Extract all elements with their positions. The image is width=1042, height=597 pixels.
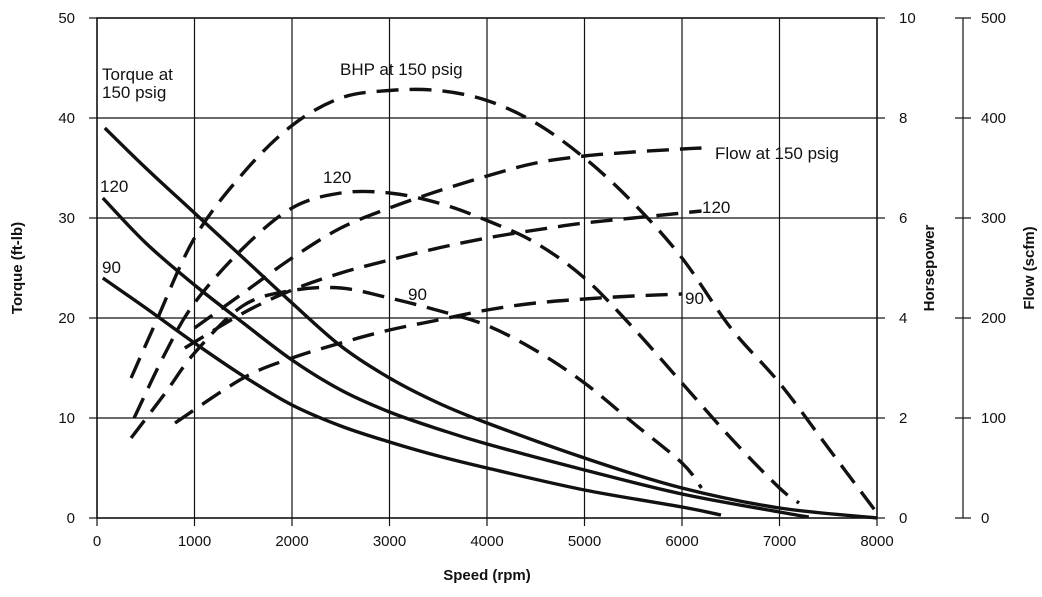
annotation-label: 120 bbox=[702, 198, 730, 217]
y-left-axis-title: Torque (ft-lb) bbox=[9, 222, 26, 314]
y-hp-tick-label: 8 bbox=[899, 110, 907, 127]
y-flow-tick-label: 300 bbox=[981, 210, 1006, 227]
horsepower-curve-3 bbox=[129, 87, 879, 515]
x-axis-title: Speed (rpm) bbox=[443, 567, 531, 584]
x-tick-label: 8000 bbox=[860, 533, 893, 550]
y-hp-tick-label: 2 bbox=[899, 410, 907, 427]
flow-curve-6 bbox=[193, 146, 702, 330]
annotation-label: BHP at 150 psig bbox=[340, 60, 463, 79]
y-left-tick-label: 20 bbox=[58, 310, 75, 327]
torque-curve-1 bbox=[101, 196, 810, 519]
y-hp-tick-label: 0 bbox=[899, 510, 907, 527]
y-flow-tick-label: 100 bbox=[981, 410, 1006, 427]
flow-curve-7 bbox=[183, 209, 702, 350]
horsepower-curve-4 bbox=[132, 189, 801, 505]
x-tick-label: 6000 bbox=[665, 533, 698, 550]
x-tick-label: 1000 bbox=[178, 533, 211, 550]
y-flow-tick-label: 500 bbox=[981, 10, 1006, 27]
y-left-tick-label: 0 bbox=[67, 510, 75, 527]
y-left-tick-label: 10 bbox=[58, 410, 75, 427]
y-flow-tick-label: 200 bbox=[981, 310, 1006, 327]
y-left-tick-label: 30 bbox=[58, 210, 75, 227]
x-tick-label: 4000 bbox=[470, 533, 503, 550]
horsepower-curve-5 bbox=[129, 285, 703, 490]
annotation-label: 120 bbox=[323, 168, 351, 187]
grid-lines bbox=[97, 18, 877, 518]
x-tick-label: 7000 bbox=[763, 533, 796, 550]
x-tick-label: 2000 bbox=[275, 533, 308, 550]
y-hp-tick-label: 6 bbox=[899, 210, 907, 227]
axes: 0 1000 2000 3000 4000 5000 6000 7000 80000102030… bbox=[58, 10, 1006, 550]
y-flow-tick-label: 400 bbox=[981, 110, 1006, 127]
annotation-label: 90 bbox=[685, 289, 704, 308]
y-hp-tick-label: 4 bbox=[899, 310, 907, 327]
annotation-label: Torque at bbox=[102, 65, 173, 84]
x-tick-label: 3000 bbox=[373, 533, 406, 550]
y-hp-tick-label: 10 bbox=[899, 10, 916, 27]
y-flow-tick-label: 0 bbox=[981, 510, 989, 527]
flow-curve-8 bbox=[174, 292, 683, 425]
annotation-label: 90 bbox=[102, 258, 121, 277]
annotation-label: 90 bbox=[408, 285, 427, 304]
annotation-label: Flow at 150 psig bbox=[715, 144, 839, 163]
curves bbox=[101, 87, 879, 520]
annotation-label: 150 psig bbox=[102, 83, 166, 102]
y-left-tick-label: 40 bbox=[58, 110, 75, 127]
annotation-label: 120 bbox=[100, 177, 128, 196]
y-left-tick-label: 50 bbox=[58, 10, 75, 27]
axis-titles: Speed (rpm) Torque (ft-lb) Horsepower Flow … bbox=[9, 222, 1038, 584]
x-tick-label: 5000 bbox=[568, 533, 601, 550]
torque-curve-0 bbox=[103, 126, 878, 520]
y-flow-axis-title: Flow (scfm) bbox=[1021, 226, 1038, 309]
y-hp-axis-title: Horsepower bbox=[921, 224, 938, 311]
x-tick-label: 0 bbox=[93, 533, 101, 550]
